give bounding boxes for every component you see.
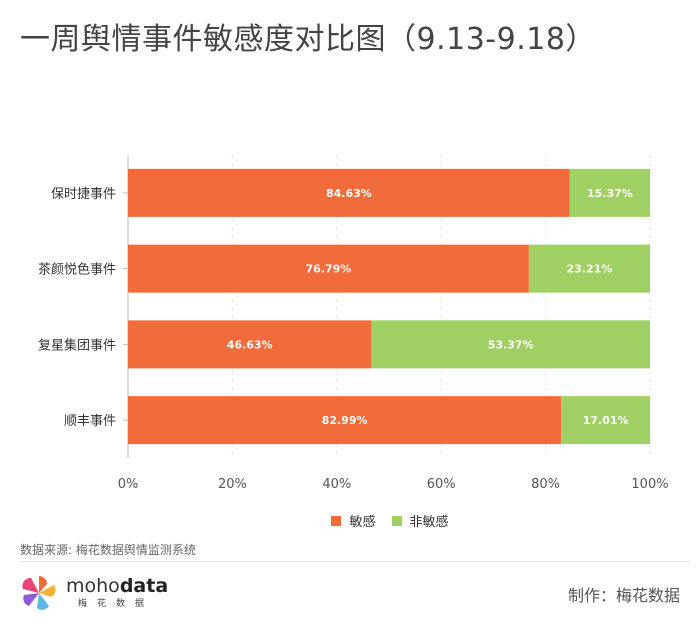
x-tick-label: 100%: [631, 477, 668, 492]
brand-name: mohodata: [66, 575, 169, 597]
x-tick-label: 0%: [118, 477, 139, 492]
pinwheel-logo-icon: [22, 576, 56, 610]
legend-label-non-sensitive: 非敏感: [409, 515, 449, 530]
data-label: 84.63%: [326, 187, 372, 200]
bar-sensitive: [128, 244, 529, 293]
stacked-bar-chart: 0% 20% 40% 60% 80% 100% 保时捷事件 84.63% 15.37% 茶颜悦色事…: [38, 155, 669, 492]
legend-swatch-non-sensitive: [391, 515, 402, 526]
category-label: 复星集团事件: [38, 337, 116, 353]
bar-sensitive: [128, 320, 372, 369]
x-tick-label: 60%: [427, 477, 456, 492]
footer-divider: [20, 561, 690, 562]
category-label: 顺丰事件: [64, 414, 116, 429]
bar-non-sensitive: [561, 396, 650, 445]
category-label: 保时捷事件: [51, 187, 116, 202]
bar-non-sensitive: [528, 244, 650, 293]
data-label: 17.01%: [583, 414, 629, 427]
x-tick-label: 40%: [322, 477, 351, 492]
legend-swatch-sensitive: [331, 515, 342, 526]
brand-logo: mohodata 梅花数据: [20, 574, 168, 612]
bar-non-sensitive: [371, 320, 650, 369]
data-label: 76.79%: [306, 263, 352, 276]
bar-sensitive: [128, 396, 562, 445]
legend-item-sensitive[interactable]: 敏感: [331, 511, 376, 530]
data-source-note: 数据来源: 梅花数据舆情监测系统: [20, 543, 196, 557]
data-label: 53.37%: [488, 338, 534, 351]
legend-label-sensitive: 敏感: [349, 515, 376, 530]
data-label: 15.37%: [587, 187, 633, 200]
bar-sensitive: [128, 168, 570, 217]
category-label: 茶颜悦色事件: [38, 262, 116, 278]
x-tick-label: 20%: [218, 477, 247, 492]
bar-non-sensitive: [569, 168, 650, 217]
chart-title: 一周舆情事件敏感度对比图（9.13-9.18）: [20, 22, 596, 57]
brand-subtitle: 梅花数据: [78, 599, 155, 609]
legend-item-non-sensitive[interactable]: 非敏感: [391, 511, 449, 530]
data-label: 46.63%: [227, 338, 273, 351]
data-label: 23.21%: [567, 263, 613, 276]
legend: 敏感 非敏感: [0, 511, 700, 530]
x-tick-label: 80%: [531, 477, 560, 492]
credit-text: 制作：梅花数据: [567, 586, 680, 605]
data-label: 82.99%: [322, 414, 368, 427]
